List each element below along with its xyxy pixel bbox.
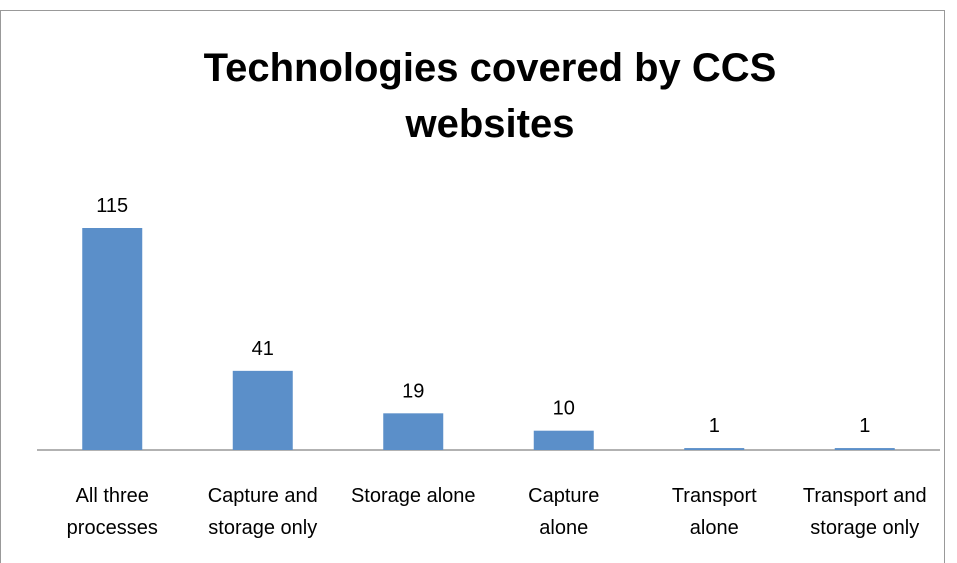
chart-frame: [0, 10, 945, 563]
bar: [533, 430, 594, 450]
data-label: 115: [96, 195, 128, 217]
bar: [383, 413, 444, 450]
x-tick-label: Capture alone: [528, 485, 600, 539]
x-tick-label: Capture and storage only: [207, 485, 318, 539]
data-label: 1: [709, 415, 720, 437]
data-label: 19: [402, 380, 424, 402]
bar: [834, 448, 895, 450]
chart-title: Technologies covered by CCS websites: [203, 46, 777, 146]
data-label: 10: [553, 398, 575, 420]
x-tick-label: Transport and storage only: [802, 485, 927, 539]
bar: [82, 228, 143, 450]
x-tick-label: Transport alone: [671, 485, 757, 539]
x-tick-label: All three processes: [66, 485, 158, 539]
x-tick-label: Storage alone: [350, 485, 476, 507]
data-label: 41: [252, 338, 274, 360]
bar: [232, 370, 293, 450]
bar: [684, 448, 745, 450]
data-label: 1: [859, 415, 870, 437]
